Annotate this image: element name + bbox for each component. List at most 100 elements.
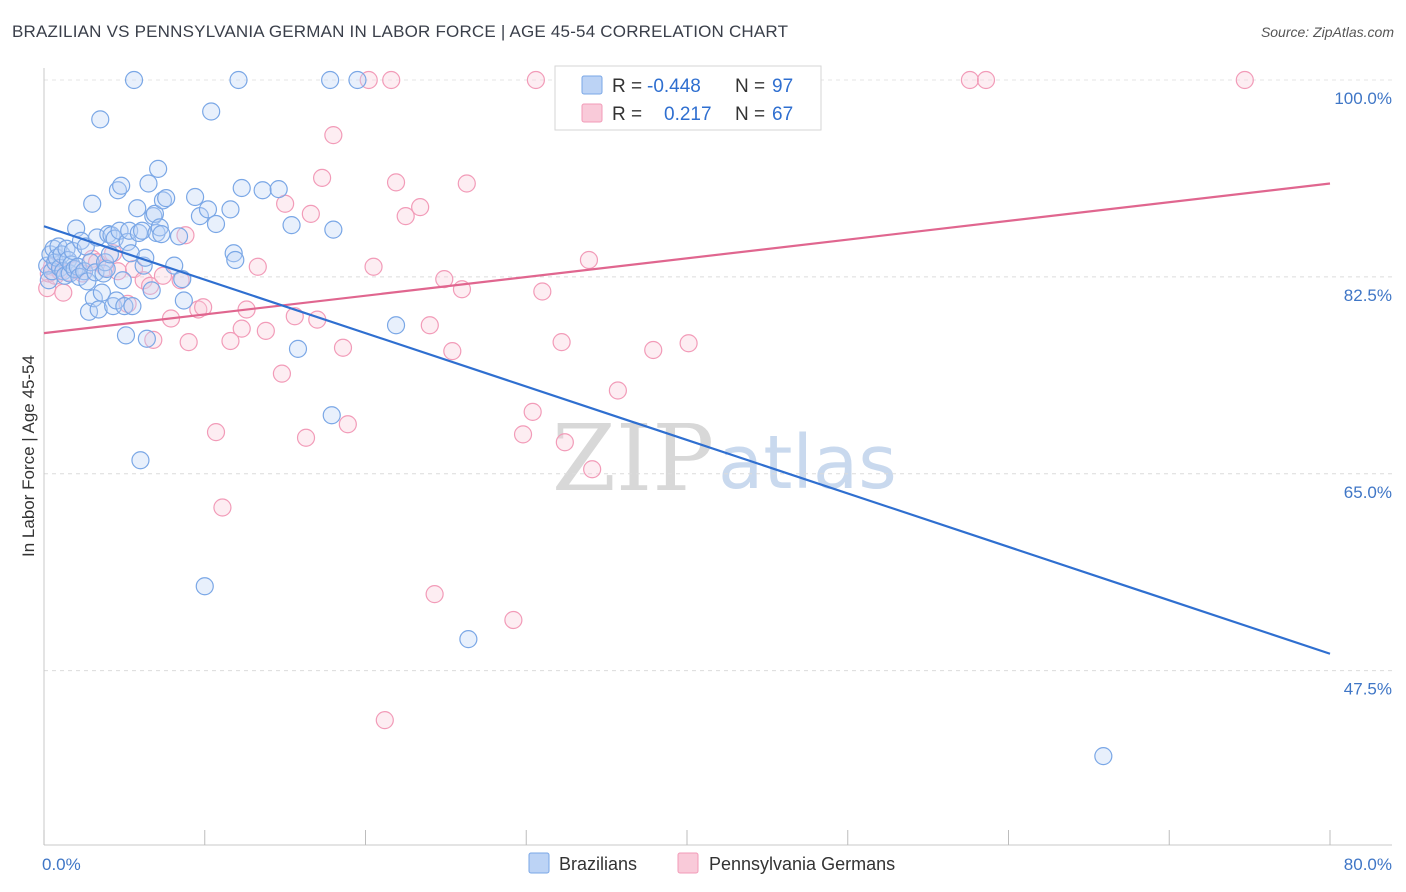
y-tick-label: 82.5%: [1344, 286, 1392, 305]
point-brazilians: [269, 180, 288, 199]
x-tick-labels: 0.0% 80.0%: [42, 855, 1392, 874]
point-brazilians: [173, 270, 192, 289]
x-tick-label: 80.0%: [1344, 855, 1392, 874]
point-pennsylvania-germans: [144, 330, 163, 349]
point-pennsylvania-germans: [179, 333, 198, 352]
trend-line-brazilians: [43, 225, 1331, 655]
point-pennsylvania-germans: [523, 402, 542, 421]
point-brazilians: [139, 174, 158, 193]
point-pennsylvania-germans: [513, 425, 533, 444]
point-brazilians: [174, 291, 193, 310]
point-brazilians: [288, 339, 308, 358]
point-brazilians: [348, 70, 367, 90]
watermark: ZIP atlas: [552, 405, 897, 512]
point-brazilians: [150, 218, 169, 237]
legend-r-value-pennsylvania-germans: 0.217: [664, 104, 712, 125]
point-pennsylvania-germans: [248, 257, 267, 276]
point-pennsylvania-germans: [296, 428, 316, 447]
stats-legend: R = -0.448 N = 97 R = 0.217 N = 67: [554, 65, 822, 131]
legend-r-label-1: R =: [612, 76, 642, 97]
point-brazilians: [253, 181, 272, 200]
point-pennsylvania-germans: [679, 334, 698, 353]
watermark-atlas: atlas: [718, 420, 897, 506]
point-brazilians: [113, 271, 132, 290]
y-tick-labels: 100.0% 82.5% 65.0% 47.5%: [1334, 89, 1392, 699]
point-pennsylvania-germans: [364, 257, 383, 276]
legend-n-label-2: N =: [735, 104, 765, 125]
point-brazilians: [198, 200, 218, 219]
point-brazilians: [123, 297, 142, 316]
x-tick-label: 0.0%: [42, 855, 81, 874]
y-axis-label: In Labor Force | Age 45-54: [19, 355, 38, 557]
point-brazilians: [112, 176, 131, 195]
point-brazilians: [206, 214, 226, 234]
point-brazilians: [149, 159, 168, 178]
point-pennsylvania-germans: [382, 70, 401, 90]
chart-title: BRAZILIAN VS PENNSYLVANIA GERMAN IN LABO…: [12, 22, 789, 41]
point-pennsylvania-germans: [324, 126, 343, 145]
point-brazilians: [81, 253, 100, 272]
point-brazilians: [169, 227, 189, 246]
point-pennsylvania-germans: [301, 204, 320, 223]
point-brazilians: [124, 70, 144, 90]
point-pennsylvania-germans: [176, 226, 195, 245]
bottom-legend-swatch-brazilians: [528, 852, 550, 874]
point-brazilians: [1094, 747, 1113, 766]
point-pennsylvania-germans: [583, 460, 602, 479]
point-brazilians: [221, 200, 240, 219]
point-brazilians: [145, 204, 165, 223]
point-pennsylvania-germans: [312, 168, 332, 187]
point-pennsylvania-germans: [206, 423, 226, 442]
point-brazilians: [324, 220, 343, 239]
bottom-legend-pennsylvania-germans: Pennsylvania Germans: [709, 854, 895, 874]
point-brazilians: [232, 178, 251, 198]
point-pennsylvania-germans: [504, 610, 523, 630]
point-brazilians: [128, 199, 147, 218]
point-brazilians: [92, 283, 111, 302]
point-brazilians: [282, 216, 301, 235]
point-pennsylvania-germans: [396, 207, 415, 226]
y-tick-label: 100.0%: [1334, 89, 1392, 108]
legend-n-label-1: N =: [735, 76, 765, 97]
point-brazilians: [97, 259, 116, 279]
legend-r-value-brazilians: -0.448: [647, 76, 701, 97]
point-brazilians: [459, 630, 478, 649]
point-pennsylvania-germans: [375, 711, 394, 730]
point-pennsylvania-germans: [526, 70, 545, 90]
point-brazilians: [195, 577, 214, 596]
point-brazilians: [321, 70, 340, 90]
legend-swatch-pennsylvania-germans: [581, 103, 603, 123]
point-brazilians: [226, 250, 245, 270]
point-pennsylvania-germans: [552, 333, 571, 352]
point-pennsylvania-germans: [425, 585, 444, 604]
point-pennsylvania-germans: [54, 283, 73, 302]
gridlines: [44, 79, 1392, 672]
source-label: Source: ZipAtlas.com: [1260, 24, 1394, 40]
point-brazilians: [224, 244, 243, 263]
point-brazilians: [131, 451, 150, 470]
y-tick-label: 65.0%: [1344, 483, 1392, 502]
point-brazilians: [157, 189, 176, 208]
x-tick-marks: [43, 830, 1331, 845]
point-brazilians: [116, 326, 136, 345]
point-pennsylvania-germans: [108, 262, 128, 281]
point-brazilians: [83, 194, 102, 213]
point-brazilians: [186, 187, 205, 207]
point-pennsylvania-germans: [420, 316, 439, 335]
point-pennsylvania-germans: [533, 282, 552, 301]
point-pennsylvania-germans: [411, 198, 430, 217]
bottom-legend-brazilians: Brazilians: [559, 854, 637, 874]
point-pennsylvania-germans: [153, 266, 173, 285]
point-pennsylvania-germans: [960, 70, 980, 90]
y-tick-label: 47.5%: [1344, 680, 1392, 699]
point-pennsylvania-germans: [232, 319, 251, 338]
point-brazilians: [322, 406, 341, 425]
point-pennsylvania-germans: [338, 415, 357, 434]
point-pennsylvania-germans: [118, 294, 137, 313]
legend-r-label-2: R =: [612, 104, 642, 125]
point-pennsylvania-germans: [644, 340, 663, 360]
point-pennsylvania-germans: [555, 433, 574, 452]
point-pennsylvania-germans: [256, 321, 275, 340]
point-pennsylvania-germans: [1235, 70, 1254, 90]
